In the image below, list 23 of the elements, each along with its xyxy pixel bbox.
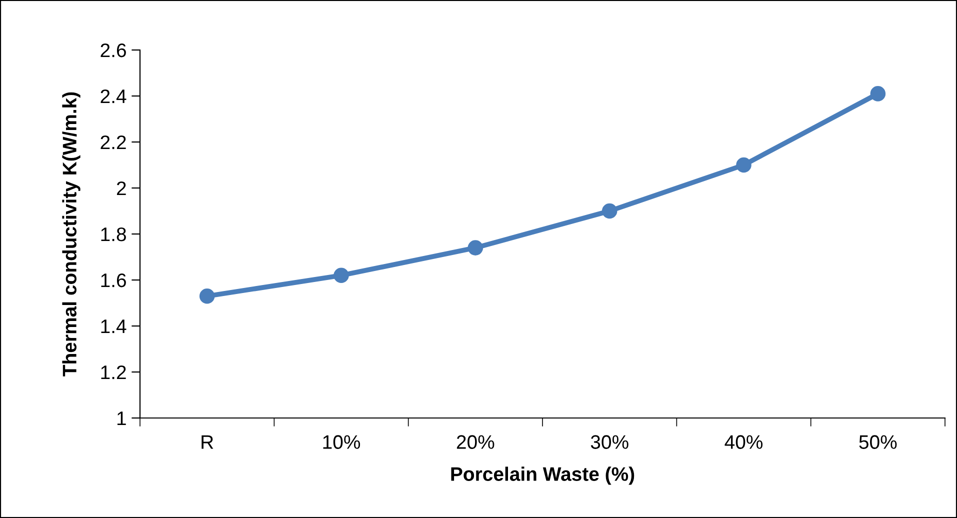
y-tick-label: 2.2 xyxy=(100,135,126,150)
point xyxy=(199,288,215,304)
point xyxy=(602,203,618,219)
y-tick-label: 2.6 xyxy=(100,43,126,58)
point xyxy=(870,86,886,102)
y-tick-label: 1.6 xyxy=(101,273,126,288)
y-tick-label: 2.4 xyxy=(100,89,126,104)
x-tick-label: 20% xyxy=(456,435,494,449)
point xyxy=(334,268,349,284)
point xyxy=(736,157,752,173)
y-tick-label: 1.4 xyxy=(101,320,126,334)
point xyxy=(468,240,484,256)
y-tick-label: 1 xyxy=(117,412,126,426)
x-tick-label: 40% xyxy=(724,435,763,449)
y-tick-label: 1.2 xyxy=(101,365,126,380)
y-tick-label: 1.8 xyxy=(101,227,126,242)
y-axis-title: Thermal conductivity K(W/m.k) xyxy=(62,92,80,376)
x-tick-label: R xyxy=(202,435,214,449)
x-tick-label: 50% xyxy=(859,435,897,449)
x-axis-title: Porcelain Waste (%) xyxy=(451,466,634,485)
x-tick-label: 10% xyxy=(323,435,360,449)
y-tick-label: 2 xyxy=(116,181,126,196)
x-tick-label: 30% xyxy=(590,435,628,449)
